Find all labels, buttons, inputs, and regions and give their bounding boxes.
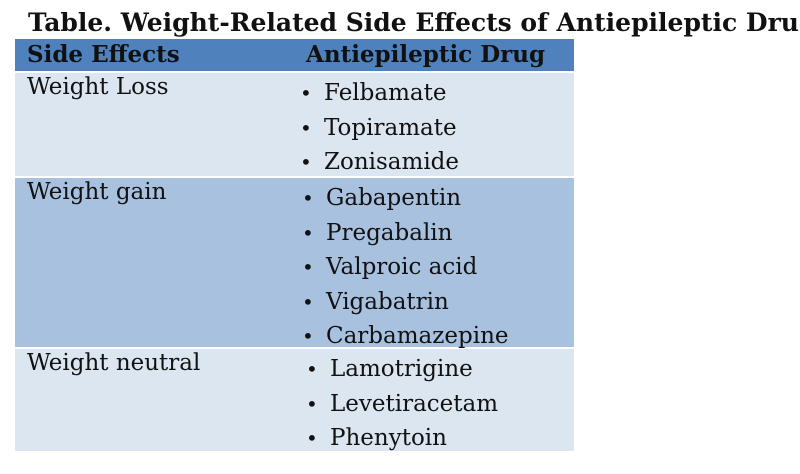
- bullet-icon: •: [300, 150, 312, 174]
- side-effect-label: Weight neutral: [27, 350, 201, 376]
- side-effects-table: Side Effects Antiepileptic Drug Weight L…: [15, 39, 574, 451]
- drug-name: Zonisamide: [324, 149, 460, 175]
- header-antiepileptic-drug: Antiepileptic Drug: [306, 41, 546, 68]
- drug-name: Pregabalin: [326, 219, 453, 246]
- drug-name: Felbamate: [324, 80, 447, 106]
- drug-list: • Lamotrigine • Levetiracetam • Phenytoin: [306, 352, 498, 456]
- list-item: • Felbamate: [300, 76, 459, 111]
- bullet-icon: •: [306, 357, 318, 381]
- drug-name: Levetiracetam: [330, 390, 499, 417]
- bullet-icon: •: [300, 81, 312, 105]
- table-title: Table. Weight-Related Side Effects of An…: [28, 8, 800, 37]
- side-effect-label: Weight Loss: [27, 74, 169, 100]
- table-header-row: Side Effects Antiepileptic Drug: [15, 39, 574, 71]
- bullet-icon: •: [306, 391, 318, 416]
- table-row-weight-loss: Weight Loss • Felbamate • Topiramate • Zoni…: [15, 73, 574, 176]
- table-row-weight-neutral: Weight neutral • Lamotrigine • Levetiracet…: [15, 349, 574, 451]
- bullet-icon: •: [302, 289, 314, 314]
- drug-name: Vigabatrin: [326, 288, 449, 315]
- list-item: • Gabapentin: [302, 181, 509, 216]
- list-item: • Levetiracetam: [306, 387, 498, 422]
- bullet-icon: •: [302, 255, 314, 279]
- bullet-icon: •: [302, 220, 314, 245]
- list-item: • Lamotrigine: [306, 352, 498, 387]
- list-item: • Topiramate: [300, 111, 459, 146]
- drug-name: Gabapentin: [326, 185, 462, 211]
- drug-name: Phenytoin: [330, 425, 447, 451]
- side-effect-label: Weight gain: [27, 179, 167, 205]
- drug-list: • Gabapentin • Pregabalin • Valproic acid •…: [302, 181, 509, 354]
- list-item: • Valproic acid: [302, 250, 509, 285]
- drug-name: Lamotrigine: [330, 356, 473, 382]
- bullet-icon: •: [302, 186, 314, 210]
- list-item: • Phenytoin: [306, 421, 498, 456]
- bullet-icon: •: [300, 115, 312, 140]
- header-side-effects: Side Effects: [27, 41, 180, 68]
- drug-name: Topiramate: [324, 114, 457, 141]
- list-item: • Vigabatrin: [302, 285, 509, 320]
- drug-name: Valproic acid: [326, 254, 478, 280]
- drug-list: • Felbamate • Topiramate • Zonisamide: [300, 76, 459, 180]
- list-item: • Pregabalin: [302, 216, 509, 251]
- bullet-icon: •: [306, 426, 318, 450]
- drug-name: Carbamazepine: [326, 323, 509, 349]
- list-item: • Carbamazepine: [302, 319, 509, 354]
- table-row-weight-gain: Weight gain • Gabapentin • Pregabalin • Val…: [15, 178, 574, 349]
- bullet-icon: •: [302, 324, 314, 348]
- list-item: • Zonisamide: [300, 145, 459, 180]
